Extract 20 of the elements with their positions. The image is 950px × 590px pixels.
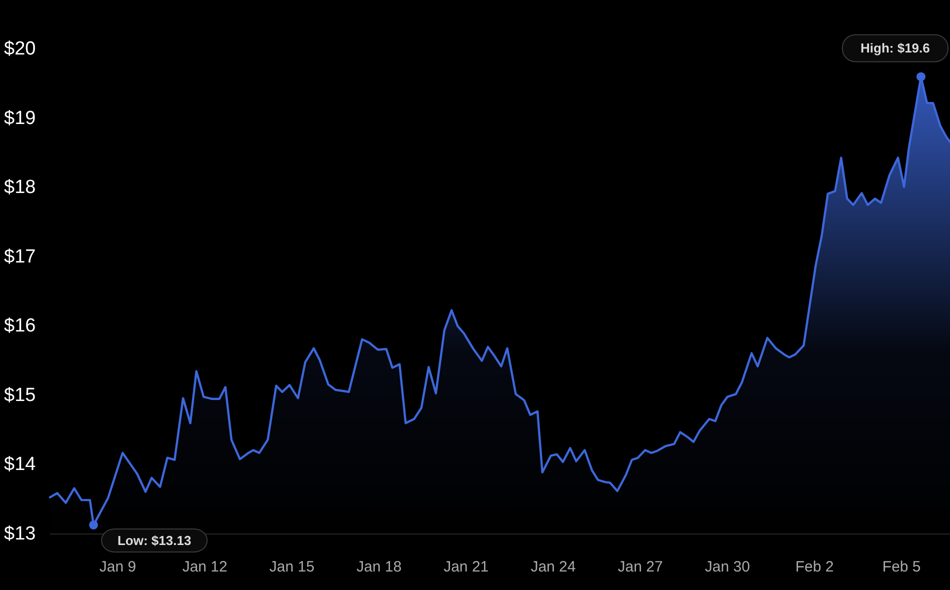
annotation: Low: $13.13 (117, 532, 192, 548)
x-tick-label: Jan 24 (530, 558, 576, 576)
annotation: High: $19.6 (860, 40, 930, 56)
x-tick-label: Jan 21 (444, 558, 489, 576)
y-tick-label: $18 (4, 177, 36, 198)
x-tick-label: Jan 9 (99, 558, 136, 576)
x-tick-label: Jan 30 (704, 558, 750, 576)
x-tick-label: Feb 2 (795, 558, 834, 576)
y-tick-label: $13 (4, 524, 36, 544)
y-tick-label: $16 (4, 316, 36, 337)
y-tick-label: $20 (4, 38, 36, 60)
y-tick-label: $14 (4, 454, 36, 476)
x-tick-label: Jan 15 (269, 558, 314, 576)
x-tick-label: Jan 27 (618, 558, 663, 576)
x-tick-label: Jan 12 (182, 558, 228, 576)
x-tick-label: Feb 5 (882, 558, 921, 576)
x-tick-label: Jan 18 (356, 558, 402, 576)
y-tick-label: $15 (4, 384, 36, 406)
y-tick-label: $17 (4, 246, 36, 268)
y-tick-label: $19 (4, 108, 36, 129)
